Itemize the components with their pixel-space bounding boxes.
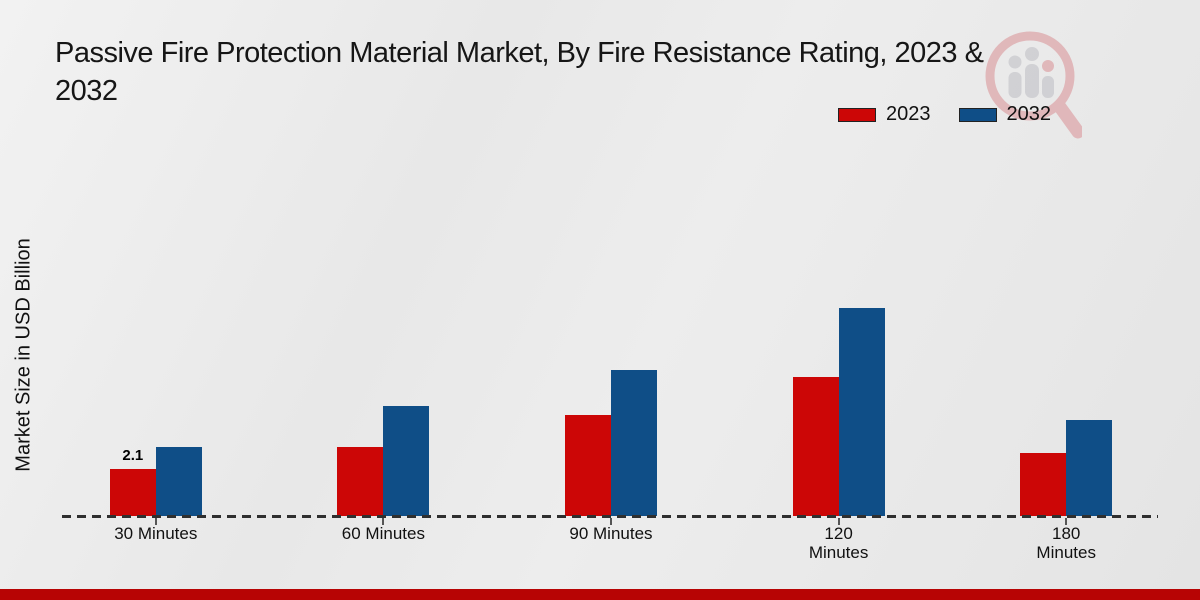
category-group-180-minutes: 180 Minutes — [952, 0, 1180, 562]
category-label-60-minutes: 60 Minutes — [341, 524, 425, 543]
x-axis-tick — [382, 518, 385, 525]
page-title-line1: Passive Fire Protection Material Market,… — [55, 37, 984, 69]
bar-2032-180-minutes — [1066, 419, 1113, 516]
bar-2023-30-minutes: 2.1 — [109, 447, 156, 516]
bar-2032-90-minutes — [610, 370, 657, 516]
category-group-90-minutes: 90 Minutes — [497, 0, 725, 543]
legend-swatch-2023 — [838, 107, 876, 122]
category-label-90-minutes: 90 Minutes — [569, 524, 653, 543]
x-axis-tick — [837, 518, 840, 525]
bar-pair — [952, 0, 1180, 516]
bar-value-label: 2.1 — [122, 447, 144, 464]
x-axis-tick — [609, 518, 612, 525]
legend-item-2032: 2032 — [958, 103, 1052, 126]
category-label-120-minutes: 120 Minutes — [808, 524, 869, 562]
page-title: Passive Fire Protection Material Market,… — [55, 34, 1175, 111]
category-group-120-minutes: 120 Minutes — [725, 0, 953, 562]
bar-2023-90-minutes — [564, 415, 611, 516]
bar-pair: 2.1 — [42, 0, 270, 516]
x-axis-tick — [154, 518, 157, 525]
category-label-180-minutes: 180 Minutes — [1036, 524, 1096, 562]
legend-item-2023: 2023 — [838, 103, 931, 126]
footer-accent-bar — [0, 589, 1200, 600]
bar-pair — [270, 0, 498, 516]
legend-swatch-2032 — [958, 107, 997, 122]
bar-pair — [725, 0, 953, 516]
legend-label-2032: 2032 — [1006, 103, 1052, 125]
category-group-60-minutes: 60 Minutes — [270, 0, 498, 543]
x-axis-tick — [1065, 518, 1068, 525]
bar-2032-120-minutes — [838, 307, 885, 516]
bar-2023-120-minutes — [792, 377, 839, 516]
legend: 2023 2032 — [838, 103, 1051, 126]
bar-2032-30-minutes — [155, 446, 202, 516]
category-group-30-minutes: 2.1 30 Minutes — [42, 0, 270, 543]
plot-area: 2.1 30 Minutes 60 Minutes 90 Minutes 120 Min… — [42, 0, 1180, 562]
y-axis-label: Market Size in USD Billion — [12, 238, 35, 472]
x-axis-dashed-baseline — [62, 515, 1158, 518]
bar-pair — [497, 0, 725, 516]
page-title-line2: 2032 — [55, 75, 118, 108]
magnifier-bar-chart-logo-watermark — [985, 31, 1082, 139]
legend-label-2023: 2023 — [886, 103, 931, 125]
bar-2023-180-minutes — [1020, 453, 1067, 516]
category-label-30-minutes: 30 Minutes — [114, 524, 198, 543]
bar-2032-60-minutes — [383, 406, 430, 516]
bar-2023-60-minutes — [337, 446, 384, 516]
